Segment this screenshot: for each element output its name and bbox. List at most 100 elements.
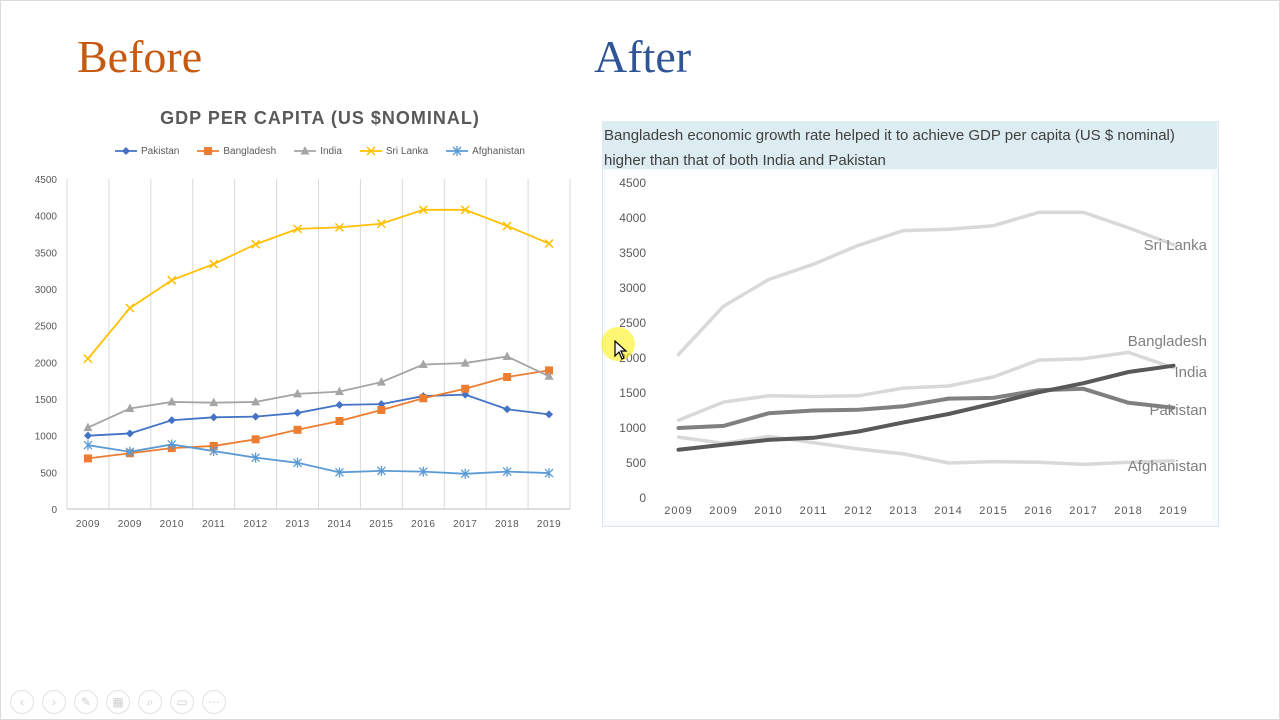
before-x-tick-label: 2016 — [411, 519, 435, 530]
after-y-tick-label: 2500 — [619, 316, 646, 330]
legend-swatch-sri-lanka — [359, 146, 382, 156]
before-y-tick-label: 3000 — [35, 285, 58, 296]
after-line-bangladesh — [676, 363, 1176, 452]
before-point-sri-lanka — [167, 275, 177, 285]
after-x-tick-label: 2015 — [979, 505, 1007, 517]
before-point-india — [334, 386, 344, 396]
before-point-bangladesh — [251, 435, 260, 444]
after-y-tick-label: 4000 — [619, 211, 646, 225]
before-point-pakistan — [209, 413, 218, 422]
forward-icon[interactable]: › — [42, 690, 66, 714]
after-y-tick-label: 3000 — [619, 281, 646, 295]
before-point-sri-lanka — [83, 354, 93, 364]
legend-marker-bangladesh — [204, 147, 213, 155]
back-icon[interactable]: ‹ — [10, 690, 34, 714]
before-point-pakistan — [545, 410, 554, 419]
after-y-tick-label: 0 — [639, 491, 646, 505]
before-point-afghanistan — [251, 452, 261, 463]
before-point-india — [209, 397, 219, 407]
before-point-afghanistan — [544, 468, 554, 479]
before-x-tick-label: 2009 — [76, 519, 100, 530]
before-point-india — [460, 358, 470, 367]
before-point-india — [293, 388, 303, 398]
before-x-tick-label: 2019 — [537, 519, 561, 530]
before-line-bangladesh — [87, 369, 550, 460]
screen-icon[interactable]: ▭ — [170, 690, 194, 714]
before-point-sri-lanka — [334, 222, 344, 232]
before-point-sri-lanka — [418, 205, 428, 215]
before-point-afghanistan — [125, 446, 135, 457]
before-point-pakistan — [293, 408, 302, 417]
before-y-tick-label: 500 — [40, 468, 57, 479]
before-y-tick-label: 3500 — [35, 248, 58, 259]
before-point-india — [251, 396, 261, 406]
before-point-india — [502, 351, 512, 360]
legend-label: Bangladesh — [223, 145, 277, 157]
before-x-tick-label: 2015 — [369, 519, 393, 530]
before-x-tick-label: 2010 — [160, 519, 184, 530]
legend-label: Pakistan — [141, 145, 180, 157]
before-point-sri-lanka — [544, 239, 554, 249]
before-chart-legend: Pakistan Bangladesh India Sri Lanka Afghanis… — [60, 145, 580, 157]
before-x-tick-label: 2009 — [118, 519, 142, 530]
after-x-tick-label: 2014 — [934, 505, 962, 517]
after-label-afghanistan: Afghanistan — [1128, 458, 1207, 475]
before-point-afghanistan — [418, 466, 428, 477]
pen-icon[interactable]: ✎ — [74, 690, 98, 714]
before-y-tick-label: 1000 — [35, 432, 58, 443]
after-x-tick-label: 2010 — [754, 505, 782, 517]
legend-item-afghanistan: Afghanistan — [446, 145, 525, 157]
after-line-india — [676, 350, 1176, 423]
before-point-india — [544, 371, 554, 380]
before-point-bangladesh — [335, 417, 344, 425]
before-heading: Before — [77, 31, 203, 82]
after-y-tick-label: 4500 — [619, 176, 646, 190]
after-y-tick-label: 1500 — [619, 386, 646, 400]
before-y-tick-label: 2500 — [35, 322, 58, 333]
before-point-bangladesh — [293, 425, 302, 434]
before-y-tick-label: 1500 — [35, 395, 58, 406]
before-line-india — [87, 355, 550, 429]
before-point-india — [167, 396, 177, 406]
before-point-sri-lanka — [502, 221, 512, 231]
after-x-tick-label: 2017 — [1069, 505, 1097, 517]
mouse-pointer-icon — [614, 340, 628, 360]
legend-marker-afghanistan — [452, 146, 462, 156]
after-x-tick-label: 2018 — [1114, 505, 1142, 517]
legend-swatch-afghanistan — [446, 146, 469, 156]
after-x-tick-label: 2009 — [664, 505, 692, 517]
after-x-tick-label: 2013 — [889, 505, 917, 517]
before-point-bangladesh — [209, 441, 218, 450]
before-y-tick-label: 2000 — [35, 358, 58, 369]
before-x-tick-label: 2011 — [202, 519, 226, 530]
slides-icon[interactable]: ▦ — [106, 690, 130, 714]
legend-label: Afghanistan — [472, 145, 525, 157]
after-x-tick-label: 2009 — [709, 505, 737, 517]
legend-item-pakistan: Pakistan — [115, 145, 179, 157]
legend-item-india: India — [294, 145, 342, 157]
before-point-pakistan — [125, 429, 134, 438]
legend-item-sri-lanka: Sri Lanka — [359, 145, 428, 157]
before-point-bangladesh — [419, 394, 428, 403]
after-y-tick-label: 500 — [626, 456, 646, 470]
legend-swatch-pakistan — [115, 147, 138, 155]
after-x-tick-label: 2019 — [1159, 505, 1187, 517]
after-label-bangladesh: Bangladesh — [1128, 333, 1207, 350]
before-x-tick-label: 2012 — [244, 519, 268, 530]
legend-item-bangladesh: Bangladesh — [197, 145, 276, 157]
before-point-pakistan — [167, 416, 176, 425]
after-line-pakistan — [676, 386, 1176, 430]
zoom-icon[interactable]: ⌕ — [138, 690, 162, 714]
before-point-pakistan — [83, 431, 92, 440]
before-x-tick-label: 2014 — [327, 519, 351, 530]
legend-marker-pakistan — [122, 147, 131, 155]
before-point-bangladesh — [503, 373, 512, 381]
more-icon[interactable]: ⋯ — [202, 690, 226, 714]
before-point-india — [418, 359, 428, 369]
before-point-afghanistan — [209, 446, 219, 457]
legend-swatch-india — [294, 146, 317, 155]
before-point-bangladesh — [377, 406, 386, 414]
legend-label: India — [320, 145, 342, 157]
